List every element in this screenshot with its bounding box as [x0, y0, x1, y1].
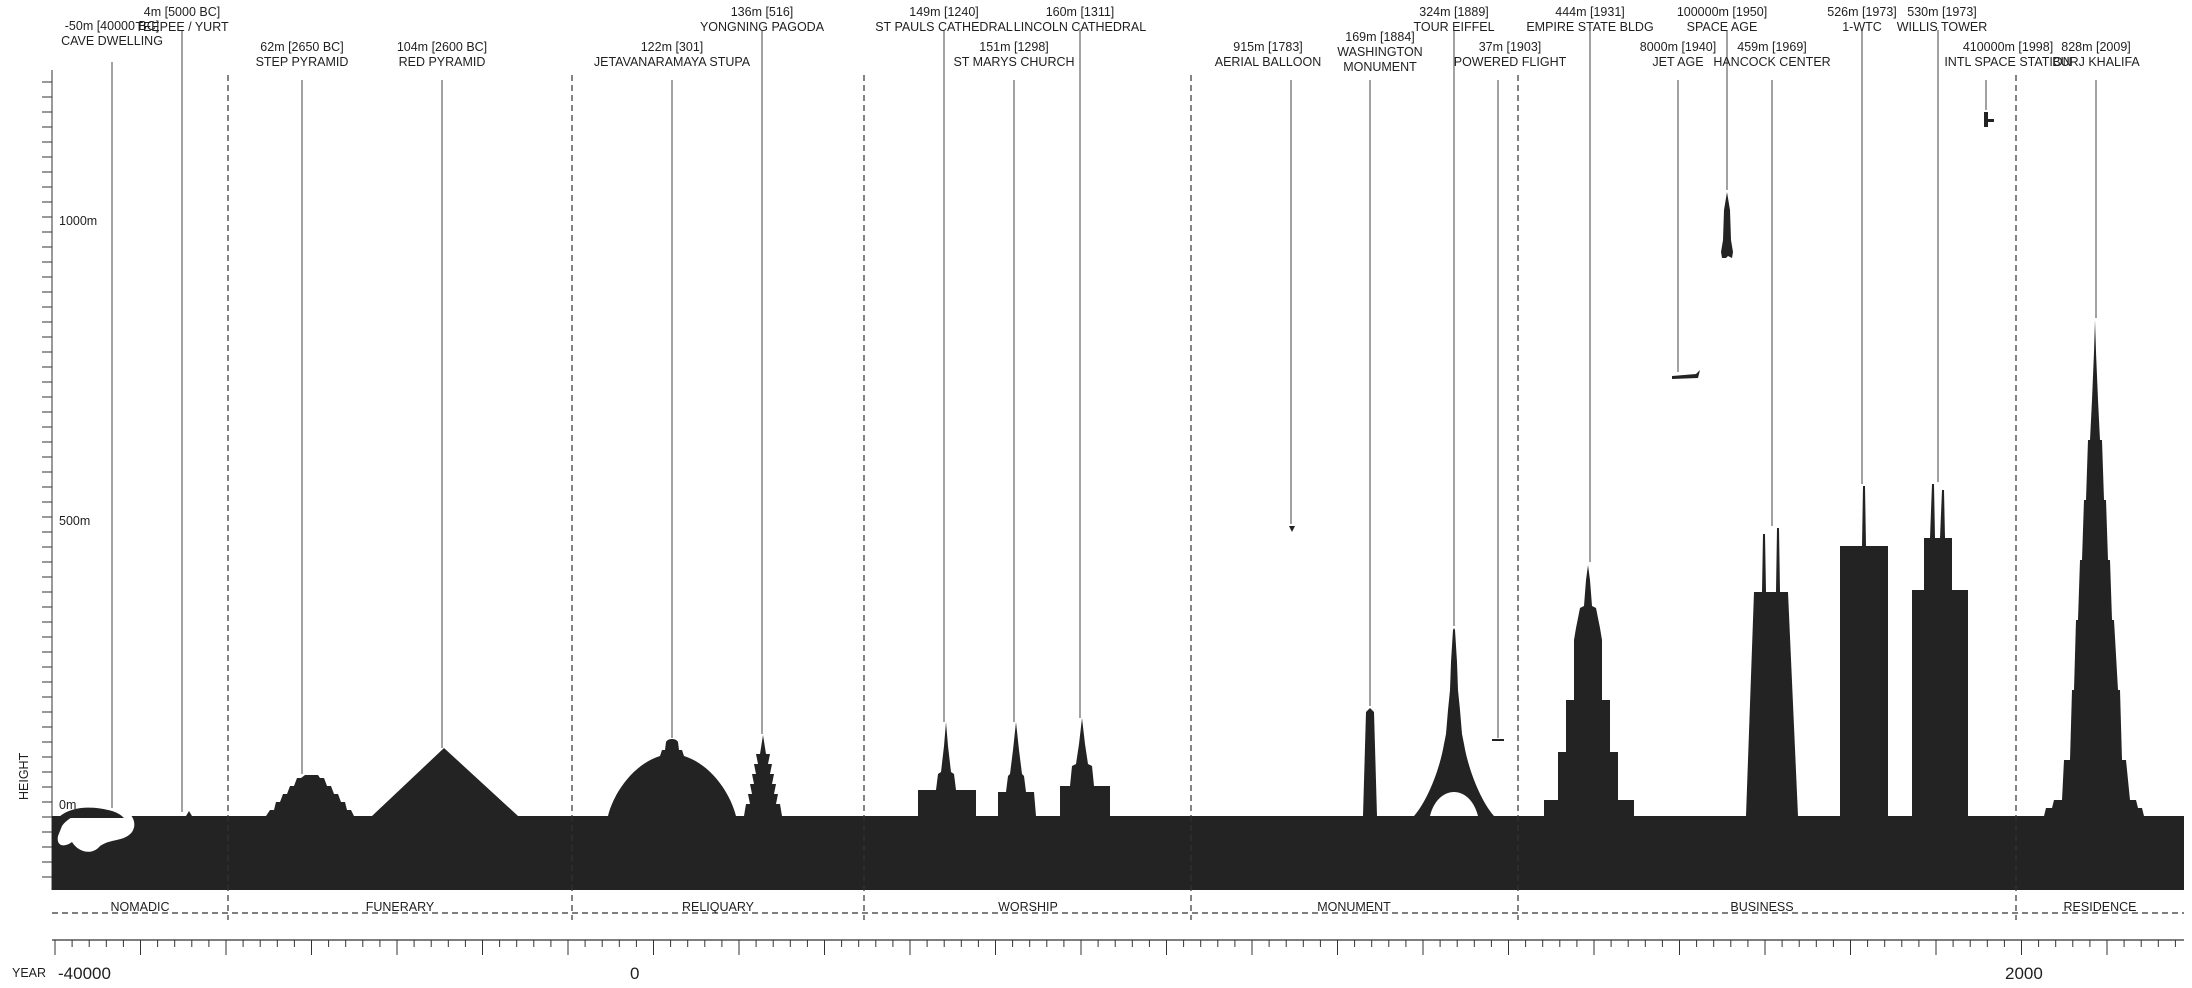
one-wtc-label-1: 526m [1973] [1827, 5, 1897, 19]
st-pauls-cathedral-silhouette [918, 722, 976, 816]
willis-tower-silhouette [1912, 484, 1968, 816]
step-pyramid-label-1: 62m [2650 BC] [260, 40, 343, 54]
height-tick-500m: 500m [59, 514, 90, 528]
jet-age-label-1: 8000m [1940] [1640, 40, 1716, 54]
height-tick-1000m: 1000m [59, 214, 97, 228]
category-dividers [52, 75, 2184, 920]
height-axis: 1000m 500m 0m HEIGHT [17, 70, 97, 890]
structure-leader-lines [111, 30, 2097, 812]
teepee-silhouette [186, 811, 192, 816]
burj-khalifa-label-1: 828m [2009] [2061, 40, 2131, 54]
structure-silhouettes [57, 112, 2144, 852]
st-pauls-cathedral-label-2: ST PAULS CATHEDRAL [875, 20, 1013, 34]
step-pyramid-silhouette [266, 775, 354, 816]
intl-space-station-silhouette [1984, 112, 1994, 127]
intl-space-station-label-1: 410000m [1998] [1963, 40, 2053, 54]
height-tick-0m: 0m [59, 798, 76, 812]
category-monument: MONUMENT [1317, 900, 1391, 914]
jetavanaramaya-stupa-silhouette [608, 739, 736, 816]
empire-state-bldg-label-2: EMPIRE STATE BLDG [1526, 20, 1653, 34]
hancock-center-silhouette [1746, 528, 1798, 816]
category-funerary: FUNERARY [366, 900, 435, 914]
burj-khalifa-label-2: BURJ KHALIFA [2052, 55, 2140, 69]
category-worship: WORSHIP [998, 900, 1058, 914]
space-age-label-2: SPACE AGE [1687, 20, 1758, 34]
aerial-balloon-label-2: AERIAL BALLOON [1215, 55, 1322, 69]
cave-dwelling-silhouette [57, 809, 135, 852]
powered-flight-label-2: POWERED FLIGHT [1454, 55, 1567, 69]
st-marys-church-label-1: 151m [1298] [979, 40, 1049, 54]
yongning-pagoda-label-2: YONGNING PAGODA [700, 20, 825, 34]
st-marys-church-silhouette [998, 722, 1036, 816]
height-axis-ticks [42, 81, 52, 878]
jetavanaramaya-stupa-label-2: JETAVANARAMAYA STUPA [594, 55, 751, 69]
year-tick--40000: -40000 [58, 964, 111, 983]
year-axis-label: YEAR [12, 966, 46, 980]
cave-dwelling-label-2: CAVE DWELLING [61, 34, 163, 48]
st-pauls-cathedral-label-1: 149m [1240] [909, 5, 979, 19]
hancock-center-label-1: 459m [1969] [1737, 40, 1807, 54]
year-tick-2000: 2000 [2005, 964, 2043, 983]
empire-state-bldg-silhouette [1544, 565, 1634, 816]
space-age-silhouette [1721, 192, 1733, 258]
one-wtc-label-2: 1-WTC [1842, 20, 1882, 34]
aerial-balloon-silhouette [1289, 526, 1295, 532]
tour-eiffel-label-2: TOUR EIFFEL [1413, 20, 1494, 34]
willis-tower-label-2: WILLIS TOWER [1897, 20, 1988, 34]
yongning-pagoda-silhouette [744, 735, 782, 816]
tour-eiffel-label-1: 324m [1889] [1419, 5, 1489, 19]
powered-flight-silhouette [1492, 739, 1504, 741]
year-axis: YEAR -40000 0 2000 [12, 939, 2184, 983]
height-axis-label: HEIGHT [17, 752, 31, 800]
category-residence: RESIDENCE [2064, 900, 2137, 914]
st-marys-church-label-2: ST MARYS CHURCH [953, 55, 1074, 69]
one-wtc-silhouette [1840, 486, 1888, 816]
lincoln-cathedral-silhouette [1060, 718, 1110, 816]
teepee-yurt-label-2: TEEPEE / YURT [135, 20, 229, 34]
red-pyramid-silhouette [372, 748, 518, 816]
washington-monument-label-1: 169m [1884] [1345, 30, 1415, 44]
year-tick-0: 0 [630, 964, 639, 983]
yongning-pagoda-label-1: 136m [516] [731, 5, 794, 19]
aerial-balloon-label-1: 915m [1783] [1233, 40, 1303, 54]
hancock-center-label-2: HANCOCK CENTER [1713, 55, 1830, 69]
burj-khalifa-silhouette [2044, 320, 2144, 816]
cave-dwelling-label-1: -50m [40000 BC] [65, 19, 160, 33]
category-business: BUSINESS [1730, 900, 1793, 914]
jetavanaramaya-stupa-label-1: 122m [301] [641, 40, 704, 54]
washington-monument-label-2: WASHINGTON [1337, 45, 1422, 59]
red-pyramid-label-2: RED PYRAMID [399, 55, 486, 69]
jet-age-silhouette [1672, 370, 1700, 379]
powered-flight-label-1: 37m [1903] [1479, 40, 1542, 54]
category-nomadic: NOMADIC [110, 900, 169, 914]
empire-state-bldg-label-1: 444m [1931] [1555, 5, 1625, 19]
willis-tower-label-1: 530m [1973] [1907, 5, 1977, 19]
washington-monument-silhouette [1363, 708, 1377, 816]
cave-dwelling-mound [58, 807, 124, 818]
lincoln-cathedral-label-2: LINCOLN CATHEDRAL [1014, 20, 1146, 34]
category-labels: NOMADIC FUNERARY RELIQUARY WORSHIP MONUM… [110, 900, 2136, 914]
step-pyramid-label-2: STEP PYRAMID [256, 55, 349, 69]
category-reliquary: RELIQUARY [682, 900, 755, 914]
intl-space-station-label-2: INTL SPACE STATION [1944, 55, 2071, 69]
teepee-yurt-label-1: 4m [5000 BC] [144, 5, 220, 19]
tour-eiffel-silhouette [1414, 628, 1494, 816]
year-axis-ticks [54, 940, 2176, 955]
red-pyramid-label-1: 104m [2600 BC] [397, 40, 487, 54]
ground-band [52, 816, 2184, 890]
jet-age-label-2: JET AGE [1652, 55, 1703, 69]
structure-labels: -50m [40000 BC]CAVE DWELLING 4m [5000 BC]… [61, 5, 2140, 74]
space-age-label-1: 100000m [1950] [1677, 5, 1767, 19]
washington-monument-label-3: MONUMENT [1343, 60, 1417, 74]
lincoln-cathedral-label-1: 160m [1311] [1046, 5, 1115, 19]
